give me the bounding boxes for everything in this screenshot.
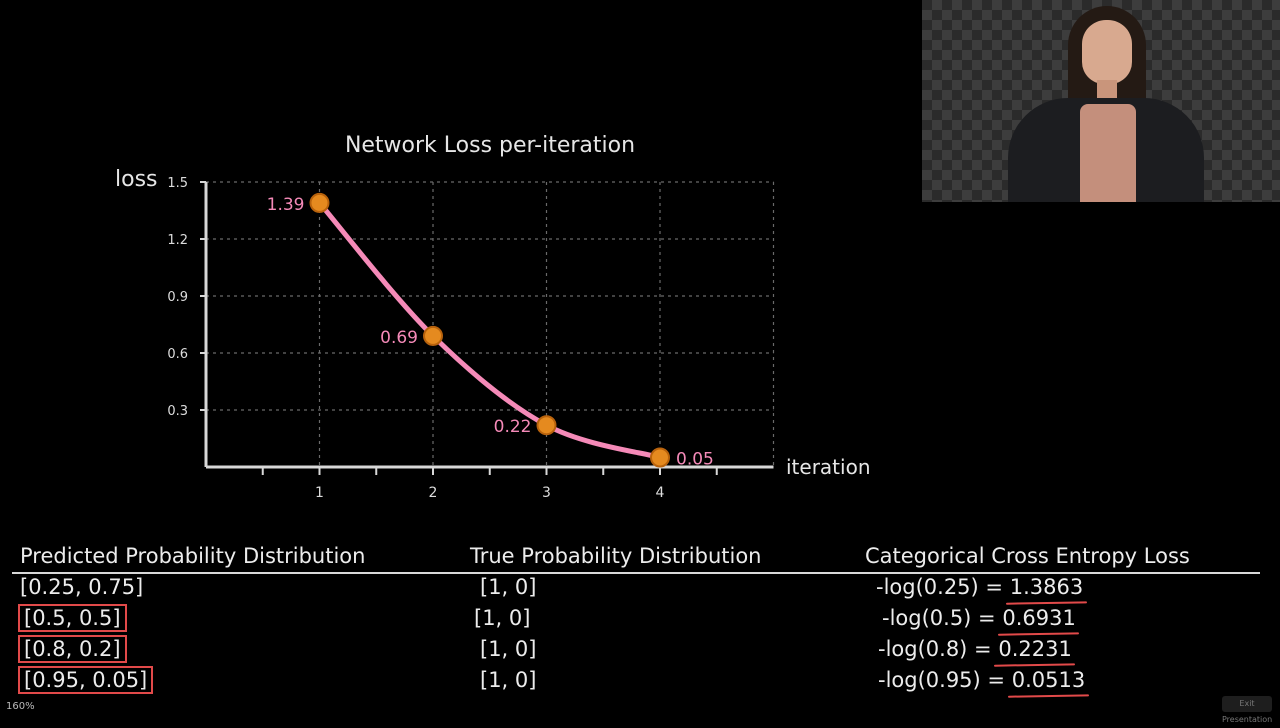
loss-expr-text: -log(0.8) = [878, 637, 992, 661]
predicted-cell: [0.5, 0.5] [18, 604, 127, 632]
result-underline [994, 663, 1076, 667]
y-axis-label: loss [115, 167, 158, 192]
data-point-marker [536, 415, 557, 436]
loss-expression: -log(0.8) = 0.2231 [878, 637, 1076, 667]
true-cell: [1, 0] [474, 606, 531, 630]
header-loss: Categorical Cross Entropy Loss [865, 544, 1190, 568]
chart-title: Network Loss per-iteration [345, 133, 635, 158]
header-predicted: Predicted Probability Distribution [20, 544, 366, 568]
table-header: Predicted Probability Distribution True … [0, 544, 1280, 574]
loss-result-value: 0.6931 [1002, 606, 1076, 630]
result-underline [1007, 694, 1090, 698]
table-row: [0.95, 0.05] [1, 0] -log(0.95) = 0.0513 [0, 666, 1280, 698]
data-points: 1.39 0.69 0.22 0.05 [267, 192, 714, 470]
predicted-highlight-box: [0.5, 0.5] [18, 604, 127, 632]
presenter-face [1082, 20, 1132, 84]
loss-result-value: 0.2231 [998, 637, 1072, 661]
header-rule [12, 572, 1260, 574]
header-true: True Probability Distribution [470, 544, 762, 568]
presenter-video [922, 0, 1280, 202]
x-tick-label: 4 [656, 485, 665, 501]
predicted-cell: [0.25, 0.75] [20, 575, 144, 599]
y-tick-label: 0.9 [167, 290, 188, 305]
loss-expression: -log(0.25) = 1.3863 [876, 575, 1088, 605]
predicted-cell: [0.8, 0.2] [18, 635, 127, 663]
data-point-label: 1.39 [267, 195, 305, 215]
predicted-highlight-box: [0.8, 0.2] [18, 635, 127, 663]
loss-chart: Network Loss per-iteration loss iteratio… [115, 133, 871, 501]
data-point-marker [423, 325, 443, 346]
true-cell: [1, 0] [480, 668, 537, 692]
loss-expression: -log(0.5) = 0.6931 [882, 606, 1080, 636]
data-point-label: 0.69 [380, 328, 418, 348]
y-tick-label: 1.5 [167, 176, 188, 191]
loss-expr-text: -log(0.5) = [882, 606, 996, 630]
table-row: [0.25, 0.75] [1, 0] -log(0.25) = 1.3863 [0, 575, 1280, 605]
predicted-highlight-box: [0.95, 0.05] [18, 666, 154, 694]
x-axis-label: iteration [786, 455, 871, 479]
grid-lines [206, 181, 775, 467]
loss-expr-text: -log(0.95) = [878, 668, 1006, 692]
loss-expression: -log(0.95) = 0.0513 [878, 668, 1090, 698]
y-tick-label: 0.3 [167, 404, 188, 419]
data-point-marker [650, 447, 670, 468]
x-tick-label: 3 [542, 485, 551, 501]
exit-presentation-button[interactable]: Exit Presentation [1222, 696, 1272, 724]
y-tick-label: 1.2 [167, 233, 188, 248]
loss-expr-text: -log(0.25) = [876, 575, 1004, 599]
loss-result-value: 1.3863 [1009, 575, 1084, 599]
data-point-label: 0.22 [494, 417, 532, 437]
x-tick-label: 1 [315, 485, 324, 501]
loss-result: 0.6931 [998, 606, 1080, 636]
loss-series-line [317, 200, 663, 460]
x-tick-label: 2 [429, 485, 438, 501]
loss-result-value: 0.0513 [1011, 668, 1086, 692]
presenter-shirt [1080, 104, 1136, 202]
data-point-label: 0.05 [676, 450, 714, 470]
result-underline [1005, 601, 1088, 605]
predicted-cell: [0.95, 0.05] [18, 666, 154, 694]
data-point-marker [309, 192, 330, 213]
y-tick-label: 0.6 [167, 347, 188, 362]
loss-result: 1.3863 [1005, 575, 1088, 605]
result-underline [998, 632, 1080, 636]
axes [200, 181, 774, 475]
tick-labels: 1 2 3 4 0.3 0.6 0.9 1.2 1.5 [167, 176, 664, 501]
loss-result: 0.2231 [994, 637, 1076, 667]
table-row: [0.5, 0.5] [1, 0] -log(0.5) = 0.6931 [0, 604, 1280, 636]
true-cell: [1, 0] [480, 637, 537, 661]
table-row: [0.8, 0.2] [1, 0] -log(0.8) = 0.2231 [0, 635, 1280, 667]
zoom-level: 160% [6, 701, 35, 712]
loss-result: 0.0513 [1007, 668, 1090, 698]
true-cell: [1, 0] [480, 575, 537, 599]
